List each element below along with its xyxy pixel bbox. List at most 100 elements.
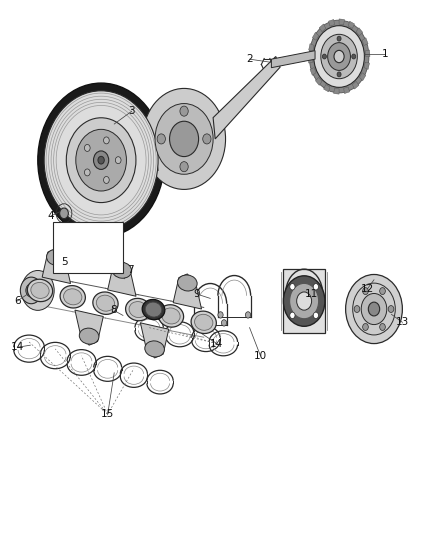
Circle shape xyxy=(26,284,37,297)
Ellipse shape xyxy=(96,295,115,311)
Polygon shape xyxy=(364,62,370,69)
Circle shape xyxy=(368,302,380,316)
Circle shape xyxy=(194,320,199,326)
Ellipse shape xyxy=(191,311,216,334)
Text: 14: 14 xyxy=(11,342,24,352)
Bar xyxy=(53,222,123,273)
Circle shape xyxy=(143,88,226,189)
Circle shape xyxy=(157,134,166,144)
Circle shape xyxy=(354,305,360,312)
Polygon shape xyxy=(149,139,158,171)
Circle shape xyxy=(66,118,136,203)
Circle shape xyxy=(334,50,344,63)
Circle shape xyxy=(103,137,109,144)
Polygon shape xyxy=(283,269,325,333)
Polygon shape xyxy=(108,261,136,296)
Circle shape xyxy=(115,157,121,164)
Circle shape xyxy=(363,324,368,330)
Polygon shape xyxy=(334,88,339,94)
Polygon shape xyxy=(360,72,366,80)
Circle shape xyxy=(170,121,198,157)
Circle shape xyxy=(363,288,368,295)
Ellipse shape xyxy=(112,262,132,278)
Circle shape xyxy=(85,144,90,151)
Circle shape xyxy=(361,294,387,325)
Circle shape xyxy=(322,54,326,59)
Polygon shape xyxy=(75,310,103,345)
Polygon shape xyxy=(310,68,316,75)
Circle shape xyxy=(245,312,251,318)
Ellipse shape xyxy=(145,302,162,317)
Ellipse shape xyxy=(64,289,82,305)
Ellipse shape xyxy=(142,300,165,320)
Polygon shape xyxy=(356,28,363,36)
Text: 13: 13 xyxy=(396,317,409,327)
Circle shape xyxy=(337,72,341,77)
Circle shape xyxy=(60,208,68,219)
Polygon shape xyxy=(213,56,280,139)
Circle shape xyxy=(44,91,158,230)
Polygon shape xyxy=(141,323,169,358)
Polygon shape xyxy=(362,38,368,45)
Circle shape xyxy=(297,292,311,310)
Circle shape xyxy=(98,156,104,164)
Ellipse shape xyxy=(194,314,213,330)
Circle shape xyxy=(353,283,395,335)
Polygon shape xyxy=(319,24,326,31)
Circle shape xyxy=(76,130,127,191)
Circle shape xyxy=(290,312,295,319)
Text: 3: 3 xyxy=(128,106,135,116)
Circle shape xyxy=(180,161,188,172)
Polygon shape xyxy=(328,20,335,26)
Circle shape xyxy=(337,36,341,41)
Circle shape xyxy=(85,169,90,176)
Polygon shape xyxy=(344,87,350,94)
Circle shape xyxy=(20,277,42,304)
Circle shape xyxy=(313,312,318,319)
Polygon shape xyxy=(315,77,322,85)
Text: 12: 12 xyxy=(361,284,374,294)
Text: 4: 4 xyxy=(48,211,54,221)
Circle shape xyxy=(380,288,385,295)
Text: 6: 6 xyxy=(14,296,21,306)
Ellipse shape xyxy=(162,308,180,324)
Ellipse shape xyxy=(126,298,151,321)
Text: 11: 11 xyxy=(305,289,318,299)
Ellipse shape xyxy=(60,286,85,308)
Circle shape xyxy=(94,151,109,169)
Polygon shape xyxy=(312,33,319,41)
Polygon shape xyxy=(272,51,315,68)
Polygon shape xyxy=(348,21,354,28)
Circle shape xyxy=(283,276,325,326)
Ellipse shape xyxy=(31,282,49,298)
Circle shape xyxy=(352,54,356,59)
Text: 8: 8 xyxy=(110,305,117,315)
Ellipse shape xyxy=(46,249,66,265)
Circle shape xyxy=(155,103,213,174)
Text: 9: 9 xyxy=(194,289,201,299)
Circle shape xyxy=(328,43,350,70)
Circle shape xyxy=(290,284,295,290)
Text: 5: 5 xyxy=(61,257,67,267)
Circle shape xyxy=(321,34,357,79)
Circle shape xyxy=(218,312,223,318)
Text: 10: 10 xyxy=(254,351,267,361)
Polygon shape xyxy=(309,44,314,51)
Polygon shape xyxy=(324,85,330,92)
Ellipse shape xyxy=(79,328,99,344)
Circle shape xyxy=(309,20,369,93)
Circle shape xyxy=(180,106,188,116)
Ellipse shape xyxy=(158,305,184,327)
Text: 1: 1 xyxy=(381,49,388,59)
Circle shape xyxy=(380,324,385,330)
Text: 7: 7 xyxy=(127,265,134,275)
Ellipse shape xyxy=(27,279,53,302)
Circle shape xyxy=(388,305,394,312)
Circle shape xyxy=(313,284,318,290)
Text: 2: 2 xyxy=(246,54,253,64)
Polygon shape xyxy=(365,50,370,56)
Circle shape xyxy=(346,274,403,344)
Circle shape xyxy=(203,134,211,144)
Ellipse shape xyxy=(177,275,197,291)
Circle shape xyxy=(290,284,319,319)
